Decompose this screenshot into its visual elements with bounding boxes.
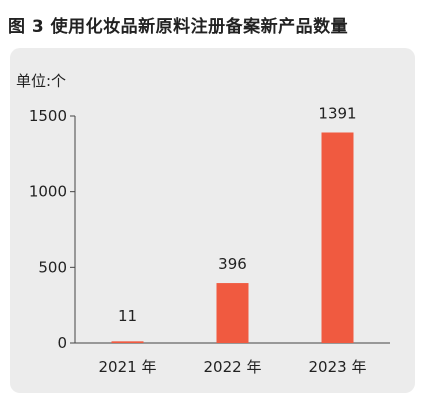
data-labels: 11 396 1391 bbox=[118, 104, 357, 325]
data-label-3: 1391 bbox=[318, 104, 356, 122]
y-tick-label: 1000 bbox=[29, 183, 67, 201]
bar-1 bbox=[111, 341, 144, 343]
category-labels: 2021 年 2022 年 2023 年 bbox=[99, 358, 367, 376]
data-label-1: 11 bbox=[118, 307, 137, 325]
y-tick-label: 0 bbox=[57, 334, 67, 352]
bar-2 bbox=[216, 283, 249, 343]
figure-title: 图 3 使用化妆品新原料注册备案新产品数量 bbox=[8, 17, 349, 37]
category-label-2: 2022 年 bbox=[204, 358, 262, 376]
unit-label: 单位:个 bbox=[16, 72, 66, 90]
y-tick-label: 500 bbox=[38, 258, 67, 276]
bar-3 bbox=[321, 132, 354, 343]
bars bbox=[111, 132, 354, 343]
y-tick-label: 1500 bbox=[29, 107, 67, 125]
y-axis: 0 500 1000 1500 bbox=[29, 107, 76, 352]
category-label-1: 2021 年 bbox=[99, 358, 157, 376]
category-label-3: 2023 年 bbox=[309, 358, 367, 376]
data-label-2: 396 bbox=[218, 255, 247, 273]
